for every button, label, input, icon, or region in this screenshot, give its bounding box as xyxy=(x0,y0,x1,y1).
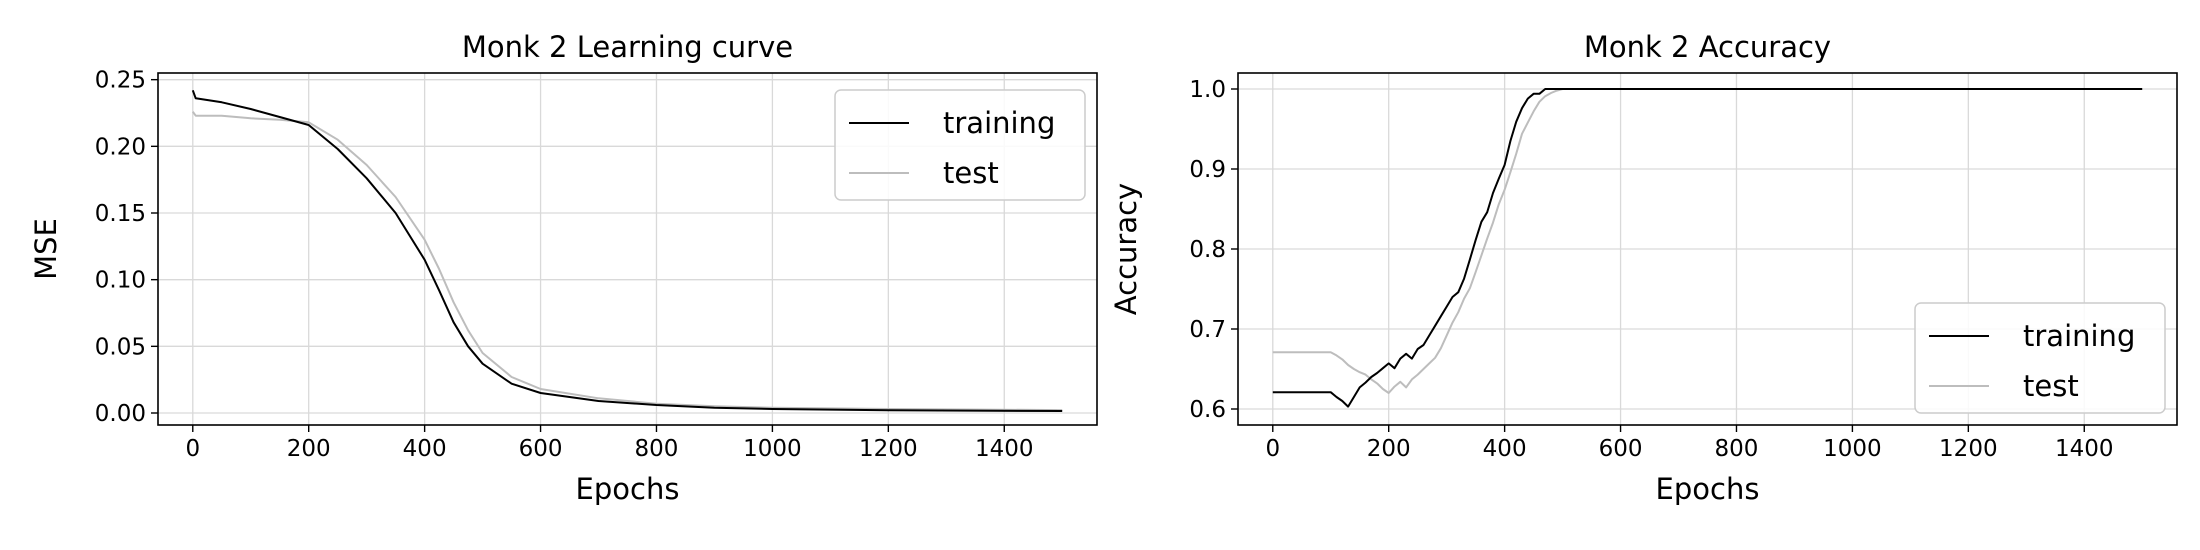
x-tick-label: 1000 xyxy=(743,436,802,462)
x-tick-label: 600 xyxy=(519,436,563,462)
chart-panel-2: 0 200 400 600 800 1000 1200 1400 0.6 0.7 0.8 0.9 1.0… xyxy=(1109,30,2178,506)
x-tick-label: 400 xyxy=(1483,436,1527,462)
y-tick-label: 0.7 xyxy=(1189,317,1226,343)
x-axis-label: Epochs xyxy=(576,472,680,506)
x-tick-label: 800 xyxy=(1715,436,1759,462)
x-tick-label: 200 xyxy=(1367,436,1411,462)
y-tick-label: 0.20 xyxy=(95,134,146,160)
x-tick-label: 1200 xyxy=(859,436,918,462)
x-tick-label: 0 xyxy=(185,436,200,462)
y-tick-label: 0.05 xyxy=(95,334,146,360)
chart-panel-1: 0 200 400 600 800 1000 1200 1400 0.00 0.05 0.10 0.1… xyxy=(29,30,1098,506)
series-line-training xyxy=(191,89,1063,412)
legend: training test xyxy=(834,89,1086,201)
y-tick-label: 1.0 xyxy=(1189,77,1226,103)
series-line-test xyxy=(191,111,1063,412)
y-tick-label: 0.8 xyxy=(1189,237,1226,263)
legend-label: test xyxy=(943,156,999,190)
legend-label: training xyxy=(2023,319,2135,353)
y-tick-label: 0.00 xyxy=(95,401,146,427)
chart-title: Monk 2 Learning curve xyxy=(462,30,793,64)
legend-label: test xyxy=(2023,369,2079,403)
y-tick-label: 0.25 xyxy=(95,68,146,94)
y-tick-label: 0.15 xyxy=(95,201,146,227)
legend-label: training xyxy=(943,106,1055,140)
x-axis-label: Epochs xyxy=(1656,472,1760,506)
y-tick-label: 0.6 xyxy=(1189,397,1226,423)
y-tick-label: 0.9 xyxy=(1189,157,1226,183)
legend: training test xyxy=(1914,302,2166,414)
series-line-test xyxy=(1272,88,2143,394)
x-tick-label: 1400 xyxy=(975,436,1034,462)
x-tick-label: 1200 xyxy=(1939,436,1998,462)
y-axis-label: MSE xyxy=(29,218,63,280)
chart-title: Monk 2 Accuracy xyxy=(1584,30,1831,64)
plot-frame xyxy=(157,72,1098,426)
x-tick-label: 800 xyxy=(635,436,679,462)
y-tick-label: 0.10 xyxy=(95,268,146,294)
x-tick-label: 1000 xyxy=(1823,436,1882,462)
x-tick-label: 1400 xyxy=(2055,436,2114,462)
x-tick-label: 0 xyxy=(1265,436,1280,462)
y-axis-label: Accuracy xyxy=(1109,183,1143,315)
x-tick-label: 600 xyxy=(1599,436,1643,462)
x-tick-label: 400 xyxy=(403,436,447,462)
series-line-training xyxy=(1272,88,2143,408)
x-tick-label: 200 xyxy=(287,436,331,462)
